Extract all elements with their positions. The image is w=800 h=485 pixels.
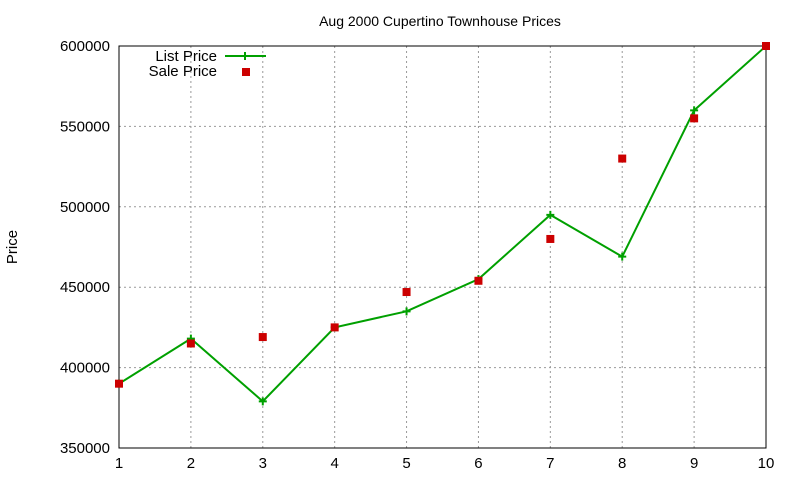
x-tick-label: 1 <box>115 455 123 472</box>
y-axis-label: Price <box>4 230 21 264</box>
point-list-price <box>546 210 555 219</box>
point-sale-price <box>690 114 699 123</box>
y-tick-label: 600000 <box>60 38 110 55</box>
x-tick-label: 3 <box>259 455 267 472</box>
x-tick-label: 5 <box>402 455 410 472</box>
x-tick-label: 10 <box>758 455 775 472</box>
legend-label-sale-price: Sale Price <box>149 63 217 80</box>
point-sale-price <box>330 323 339 332</box>
grid <box>119 46 766 448</box>
point-sale-price <box>618 154 627 163</box>
x-tick-label: 4 <box>330 455 338 472</box>
point-sale-price <box>762 42 770 50</box>
chart-title: Aug 2000 Cupertino Townhouse Prices <box>319 13 561 29</box>
y-tick-label: 400000 <box>60 360 110 377</box>
point-sale-price <box>402 288 411 297</box>
point-list-price <box>690 106 699 115</box>
x-tick-label: 2 <box>187 455 195 472</box>
y-tick-label: 550000 <box>60 118 110 135</box>
point-sale-price <box>186 339 195 348</box>
x-tick-label: 9 <box>690 455 698 472</box>
point-list-price <box>402 307 411 316</box>
point-sale-price <box>474 276 483 285</box>
point-sale-price <box>258 333 267 342</box>
point-list-price <box>618 252 627 261</box>
x-tick-label: 7 <box>546 455 554 472</box>
legend-marker-list-price <box>241 52 249 60</box>
plot-border <box>118 45 767 449</box>
y-tick-label: 500000 <box>60 199 110 216</box>
x-tick-label: 6 <box>474 455 482 472</box>
series-line-list-price <box>118 45 767 403</box>
y-tick-label: 450000 <box>60 279 110 296</box>
point-sale-price <box>115 379 123 388</box>
legend: List Price Sale Price <box>149 48 266 80</box>
point-list-price <box>258 397 267 406</box>
x-tick-label: 8 <box>618 455 626 472</box>
legend-label-list-price: List Price <box>155 48 217 65</box>
series-layer <box>115 42 770 406</box>
y-tick-label: 350000 <box>60 440 110 457</box>
tick-labels: 1 2 3 4 5 6 7 8 9 10 350000 400000 450000 500000 55000… <box>60 38 774 472</box>
point-sale-price <box>546 234 555 243</box>
legend-marker-sale-price <box>242 68 250 76</box>
